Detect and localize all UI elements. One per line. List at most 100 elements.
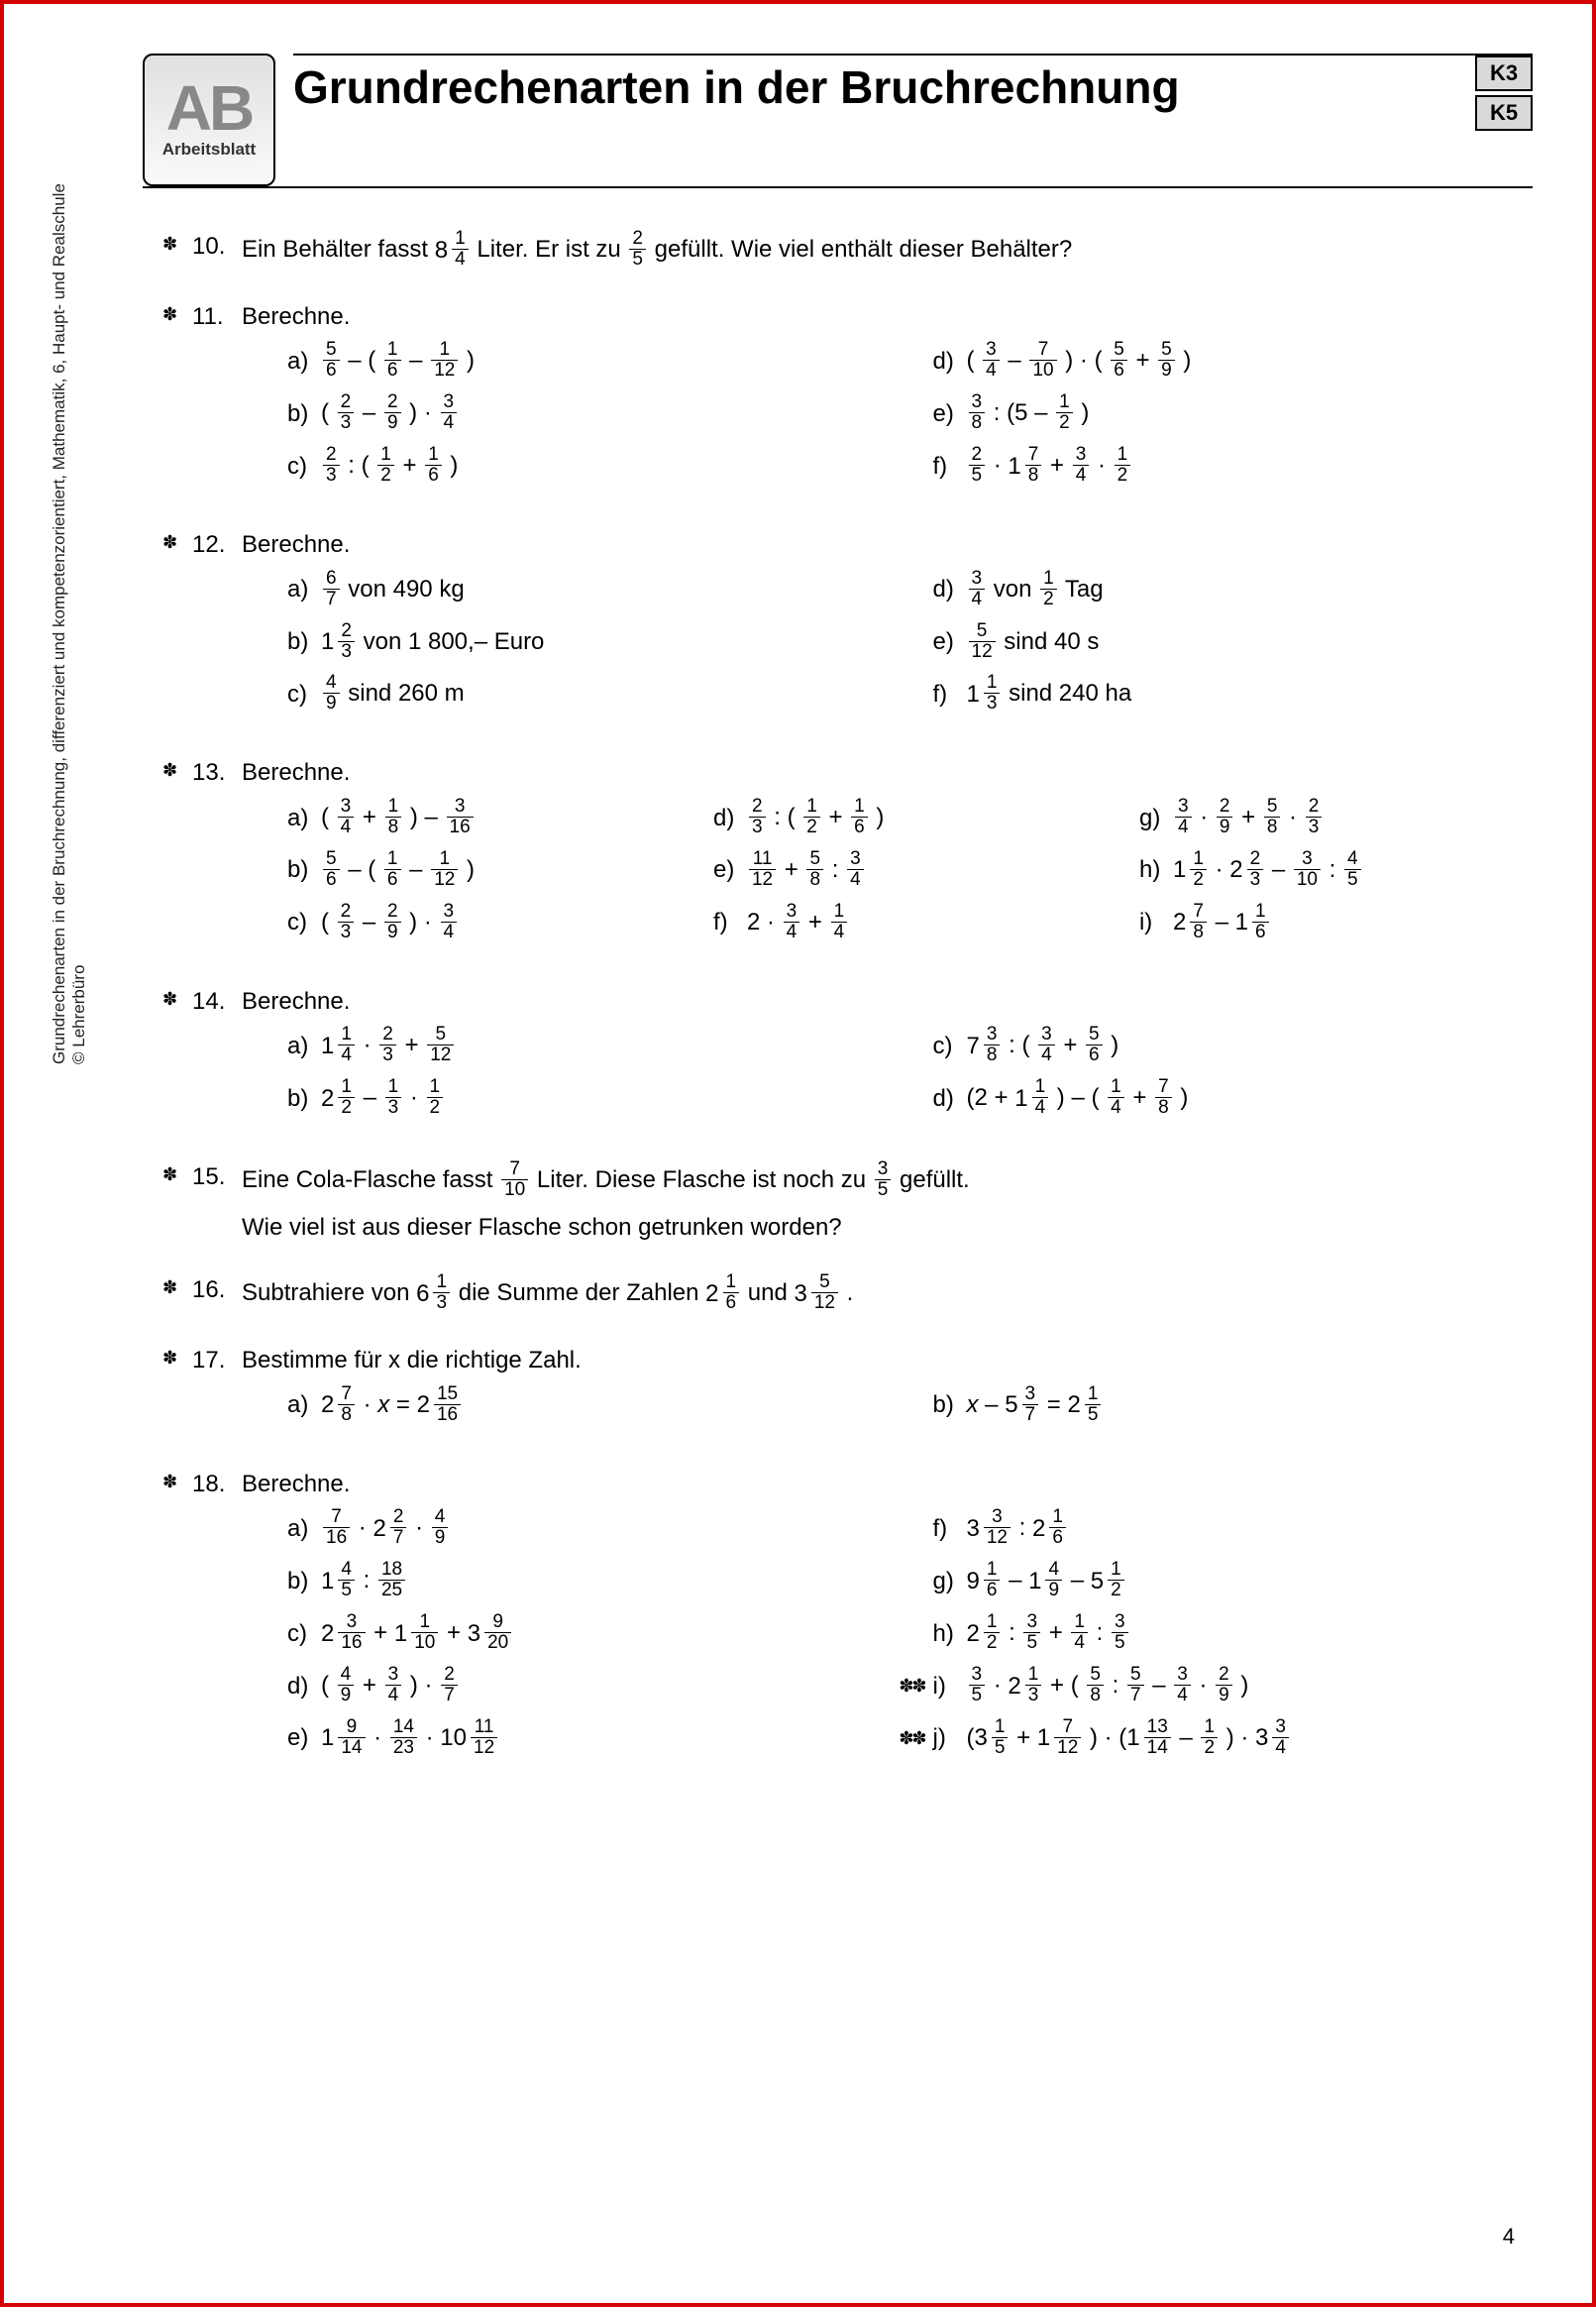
sub-label: d) xyxy=(933,345,967,379)
sub-expression: ( 34 + 18 ) – 316 xyxy=(321,798,476,838)
sub-item: c)49 sind 260 m xyxy=(242,674,888,714)
worksheet-content: ✽10.Ein Behälter fasst 814 Liter. Er ist… xyxy=(162,228,1533,1771)
sub-item: b)145 : 1825 xyxy=(242,1561,888,1601)
difficulty-marker: ✽✽ xyxy=(888,1674,933,1699)
sub-item: ✽✽i)35 · 213 + ( 58 : 57 – 34 · 29 ) xyxy=(888,1666,1534,1706)
sub-item: f)113 sind 240 ha xyxy=(888,674,1534,714)
sub-expression: 23 : ( 12 + 16 ) xyxy=(321,446,458,487)
sub-expression: 916 – 149 – 512 xyxy=(967,1561,1126,1601)
problem: ✽13.Berechne.a)( 34 + 18 ) – 316b)56 – (… xyxy=(162,754,1533,954)
sub-expression: 2 · 34 + 14 xyxy=(747,903,849,943)
sub-item: c)23 : ( 12 + 16 ) xyxy=(242,446,888,487)
logo-sub: Arbeitsblatt xyxy=(162,140,256,160)
sub-label: a) xyxy=(287,802,321,835)
sub-item: d)23 : ( 12 + 16 ) xyxy=(668,798,1094,838)
difficulty-marker: ✽ xyxy=(162,526,192,555)
side-citation: Grundrechenarten in der Bruchrechnung, d… xyxy=(50,183,89,1064)
sub-item: b)212 – 13 · 12 xyxy=(242,1078,888,1119)
sub-expression: 114 · 23 + 512 xyxy=(321,1026,456,1066)
sub-expression: x – 537 = 215 xyxy=(967,1385,1104,1426)
sub-item: b)( 23 – 29 ) · 34 xyxy=(242,393,888,434)
problem-number: 12. xyxy=(192,526,242,562)
sub-label: h) xyxy=(1139,853,1173,887)
sub-expression: 212 – 13 · 12 xyxy=(321,1078,445,1119)
sub-item: b)56 – ( 16 – 112 ) xyxy=(242,850,668,891)
sub-expression: 25 · 178 + 34 · 12 xyxy=(967,446,1133,487)
sub-expression: 35 · 213 + ( 58 : 57 – 34 · 29 ) xyxy=(967,1666,1249,1706)
sub-expression: 49 sind 260 m xyxy=(321,674,465,714)
competency-badges: K3 K5 xyxy=(1475,55,1533,131)
sub-expression: 1112 + 58 : 34 xyxy=(747,850,866,891)
sub-item: a)278 · x = 21516 xyxy=(242,1385,888,1426)
sub-expression: 67 von 490 kg xyxy=(321,570,465,610)
sub-expression: 1914 · 1423 · 101112 xyxy=(321,1718,499,1759)
sub-item: g)34 · 29 + 58 · 23 xyxy=(1094,798,1520,838)
sub-expression: 2316 + 1110 + 3920 xyxy=(321,1613,513,1654)
sub-item: ✽✽j)(315 + 1712 ) · (11314 – 12 ) · 334 xyxy=(888,1718,1534,1759)
sub-label: g) xyxy=(933,1565,967,1598)
sub-expression: 56 – ( 16 – 112 ) xyxy=(321,341,475,382)
sub-expression: 56 – ( 16 – 112 ) xyxy=(321,850,475,891)
sub-label: e) xyxy=(933,625,967,659)
difficulty-marker: ✽ xyxy=(162,983,192,1012)
problem-number: 11. xyxy=(192,298,242,334)
sub-label: c) xyxy=(933,1030,967,1063)
sub-expression: ( 23 – 29 ) · 34 xyxy=(321,393,459,434)
problem-text: Bestimme für x die richtige Zahl. xyxy=(242,1342,1533,1377)
sub-expression: 145 : 1825 xyxy=(321,1561,407,1601)
sub-item: d)(2 + 114 ) – ( 14 + 78 ) xyxy=(888,1078,1534,1119)
sub-item: b)x – 537 = 215 xyxy=(888,1385,1534,1426)
problem-text: Berechne. xyxy=(242,754,1533,790)
sub-item: b)123 von 1 800,– Euro xyxy=(242,622,888,663)
sub-item: a)716 · 227 · 49 xyxy=(242,1508,888,1549)
sub-expression: 34 · 29 + 58 · 23 xyxy=(1173,798,1324,838)
sub-label: c) xyxy=(287,1617,321,1651)
sub-expression: 123 von 1 800,– Euro xyxy=(321,622,544,663)
problem-text: Subtrahiere von 613 die Summe der Zahlen… xyxy=(242,1271,1533,1314)
sub-label: f) xyxy=(933,1512,967,1546)
problem-number: 16. xyxy=(192,1271,242,1307)
sub-item: f)3312 : 216 xyxy=(888,1508,1534,1549)
sub-label: a) xyxy=(287,1388,321,1422)
sub-label: f) xyxy=(933,678,967,712)
sub-expression: 34 von 12 Tag xyxy=(967,570,1104,610)
sub-item: e)1914 · 1423 · 101112 xyxy=(242,1718,888,1759)
sub-item: h)212 : 35 + 14 : 35 xyxy=(888,1613,1534,1654)
badge-k5: K5 xyxy=(1475,95,1533,131)
sub-label: f) xyxy=(713,906,747,939)
sub-label: h) xyxy=(933,1617,967,1651)
sub-label: d) xyxy=(287,1670,321,1703)
sub-item: e)1112 + 58 : 34 xyxy=(668,850,1094,891)
sub-item: h)112 · 223 – 310 : 45 xyxy=(1094,850,1520,891)
problem: ✽11.Berechne.a)56 – ( 16 – 112 )b)( 23 –… xyxy=(162,298,1533,498)
problem-text: Berechne. xyxy=(242,298,1533,334)
sub-item: f)2 · 34 + 14 xyxy=(668,903,1094,943)
problem-text: Berechne. xyxy=(242,1466,1533,1501)
sub-label: j) xyxy=(933,1721,967,1755)
difficulty-marker: ✽ xyxy=(162,1466,192,1494)
sub-item: c)2316 + 1110 + 3920 xyxy=(242,1613,888,1654)
sub-expression: ( 23 – 29 ) · 34 xyxy=(321,903,459,943)
sub-expression: ( 34 – 710 ) · ( 56 + 59 ) xyxy=(967,341,1192,382)
sub-label: a) xyxy=(287,573,321,606)
sub-label: e) xyxy=(287,1721,321,1755)
sub-label: f) xyxy=(933,450,967,484)
problem: ✽10.Ein Behälter fasst 814 Liter. Er ist… xyxy=(162,228,1533,271)
sub-item: i)278 – 116 xyxy=(1094,903,1520,943)
problem: ✽17.Bestimme für x die richtige Zahl.a)2… xyxy=(162,1342,1533,1437)
sub-item: a)56 – ( 16 – 112 ) xyxy=(242,341,888,382)
problem: ✽15.Eine Cola-Flasche fasst 710 Liter. D… xyxy=(162,1158,1533,1244)
problem-number: 17. xyxy=(192,1342,242,1377)
sub-label: c) xyxy=(287,678,321,712)
sub-expression: 23 : ( 12 + 16 ) xyxy=(747,798,884,838)
sub-expression: 278 · x = 21516 xyxy=(321,1385,463,1426)
problem-number: 10. xyxy=(192,228,242,264)
sub-expression: 212 : 35 + 14 : 35 xyxy=(967,1613,1130,1654)
sub-label: d) xyxy=(933,573,967,606)
problem: ✽12.Berechne.a)67 von 490 kgb)123 von 1 … xyxy=(162,526,1533,726)
problem: ✽14.Berechne.a)114 · 23 + 512b)212 – 13 … xyxy=(162,983,1533,1131)
sub-label: d) xyxy=(933,1082,967,1116)
problem-number: 14. xyxy=(192,983,242,1019)
sub-item: c)( 23 – 29 ) · 34 xyxy=(242,903,668,943)
sub-expression: (2 + 114 ) – ( 14 + 78 ) xyxy=(967,1078,1189,1119)
